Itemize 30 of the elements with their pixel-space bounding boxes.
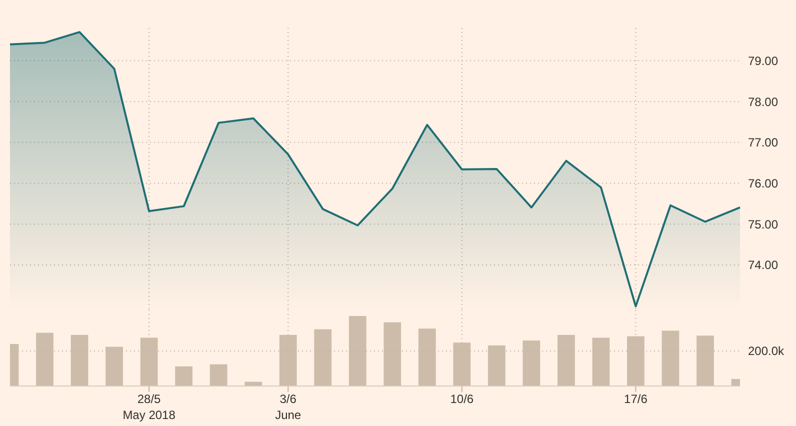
ref-line-label: 200.0k <box>748 344 786 358</box>
x-tick-label: 28/5 May 2018 <box>122 392 176 422</box>
x-tick-label: 10/6 <box>450 392 474 406</box>
bar <box>418 328 436 386</box>
x-tick-label: 17/6 <box>624 392 648 406</box>
bar <box>384 322 402 386</box>
bar <box>453 342 471 386</box>
bar <box>314 329 332 386</box>
bar <box>36 332 54 386</box>
y-tick-label: 78.00 <box>748 94 778 109</box>
bar <box>488 345 506 386</box>
y-tick-label: 76.00 <box>748 176 778 191</box>
x-tick-label: 3/6 June <box>275 392 302 422</box>
bar <box>279 334 297 386</box>
bar <box>592 338 610 386</box>
bar <box>348 316 366 386</box>
bar <box>106 346 123 386</box>
y-tick-label: 75.00 <box>748 217 778 232</box>
bar <box>696 336 714 386</box>
y-tick-label: 77.00 <box>748 136 778 150</box>
y-tick-label: 74.00 <box>748 258 778 272</box>
bar <box>662 330 680 386</box>
y-tick-label: 79.00 <box>748 54 778 68</box>
bar <box>140 338 158 386</box>
bar <box>558 334 575 386</box>
bar <box>70 334 88 386</box>
bar <box>210 364 228 386</box>
bar <box>175 366 192 386</box>
bar <box>627 336 644 386</box>
bar <box>522 340 540 386</box>
